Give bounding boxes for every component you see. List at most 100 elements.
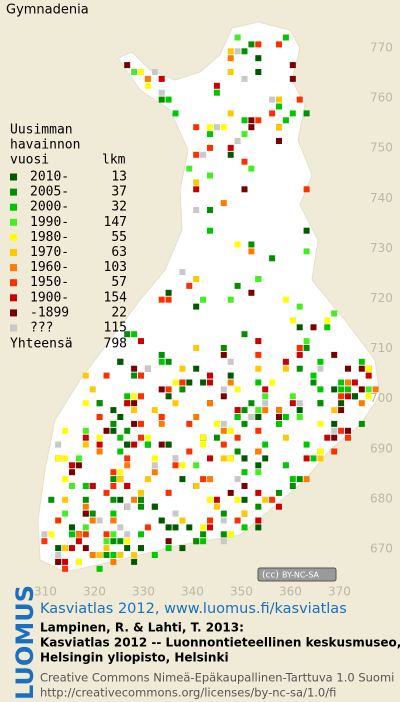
- record-square: [227, 296, 234, 303]
- record-square: [200, 524, 207, 531]
- legend-swatch: [10, 218, 17, 226]
- record-square: [317, 400, 324, 407]
- legend-swatch: [10, 294, 17, 302]
- record-square: [103, 545, 110, 552]
- record-square: [110, 469, 117, 476]
- record-square: [234, 496, 241, 503]
- record-square: [117, 524, 124, 531]
- record-square: [207, 131, 213, 138]
- record-square: [227, 55, 234, 62]
- record-square: [296, 324, 303, 331]
- record-square: [179, 462, 186, 469]
- record-square: [207, 207, 213, 213]
- record-square: [138, 338, 144, 345]
- record-square: [158, 414, 165, 420]
- record-square: [227, 69, 234, 75]
- record-square: [179, 269, 186, 276]
- record-square: [55, 545, 62, 552]
- record-square: [324, 317, 331, 324]
- record-square: [303, 441, 310, 448]
- legend-swatch: [10, 203, 17, 211]
- record-square: [151, 462, 158, 469]
- record-square: [193, 186, 200, 193]
- record-square: [165, 538, 172, 545]
- record-square: [82, 434, 89, 441]
- record-square: [124, 62, 131, 69]
- record-square: [317, 386, 324, 393]
- record-square: [269, 255, 276, 262]
- record-square: [220, 441, 227, 448]
- record-square: [144, 82, 151, 89]
- record-square: [48, 531, 55, 538]
- record-square: [241, 75, 248, 82]
- record-square: [200, 476, 207, 483]
- record-square: [358, 358, 365, 365]
- record-square: [262, 441, 269, 448]
- record-square: [103, 538, 110, 545]
- record-square: [234, 241, 241, 248]
- record-square: [338, 393, 345, 400]
- record-square: [289, 483, 296, 489]
- record-square: [138, 531, 144, 538]
- x-grid-label: 370: [328, 585, 351, 599]
- legend-label: 2005-: [30, 185, 69, 200]
- record-square: [110, 538, 117, 545]
- record-square: [172, 510, 179, 517]
- record-square: [75, 558, 82, 565]
- record-square: [310, 372, 317, 379]
- record-square: [234, 517, 241, 524]
- legend-label: 2010-: [30, 170, 69, 185]
- record-square: [193, 462, 200, 469]
- record-square: [241, 331, 248, 338]
- legend-label: 1970-: [30, 245, 69, 260]
- record-square: [151, 552, 158, 558]
- legend-count: 63: [111, 245, 127, 260]
- record-square: [255, 414, 262, 420]
- record-square: [138, 69, 144, 75]
- record-square: [241, 131, 248, 138]
- record-square: [289, 317, 296, 324]
- record-square: [200, 531, 207, 538]
- record-square: [158, 96, 165, 103]
- record-square: [324, 434, 331, 441]
- y-grid-label: 770: [370, 41, 393, 55]
- y-grid-label: 690: [370, 441, 393, 455]
- record-square: [248, 117, 255, 124]
- record-square: [144, 441, 151, 448]
- record-square: [207, 524, 213, 531]
- record-square: [310, 324, 317, 331]
- record-square: [358, 365, 365, 372]
- legend-label: 2000-: [30, 200, 69, 215]
- legend-count: 154: [104, 290, 128, 305]
- record-square: [158, 296, 165, 303]
- record-square: [62, 455, 69, 462]
- record-square: [110, 517, 117, 524]
- record-square: [282, 365, 289, 372]
- record-square: [179, 545, 186, 552]
- record-square: [227, 358, 234, 365]
- record-square: [165, 386, 172, 393]
- record-square: [158, 517, 165, 524]
- record-square: [303, 110, 310, 117]
- record-square: [165, 524, 172, 531]
- total-count: 798: [104, 337, 127, 352]
- record-square: [144, 75, 151, 82]
- record-square: [338, 407, 345, 414]
- record-square: [213, 124, 220, 131]
- record-square: [89, 517, 96, 524]
- record-square: [248, 241, 255, 248]
- record-square: [186, 448, 193, 455]
- record-square: [365, 372, 372, 379]
- record-square: [296, 400, 303, 407]
- record-square: [262, 393, 269, 400]
- record-square: [220, 538, 227, 545]
- record-square: [186, 379, 193, 386]
- record-square: [351, 379, 358, 386]
- record-square: [207, 227, 213, 234]
- record-square: [172, 110, 179, 117]
- record-square: [172, 455, 179, 462]
- record-square: [241, 117, 248, 124]
- record-square: [138, 420, 144, 427]
- atlas-link[interactable]: Kasviatlas 2012, www.luomus.fi/kasviatla…: [40, 601, 347, 617]
- license-url[interactable]: http://creativecommons.org/licenses/by-n…: [40, 686, 336, 700]
